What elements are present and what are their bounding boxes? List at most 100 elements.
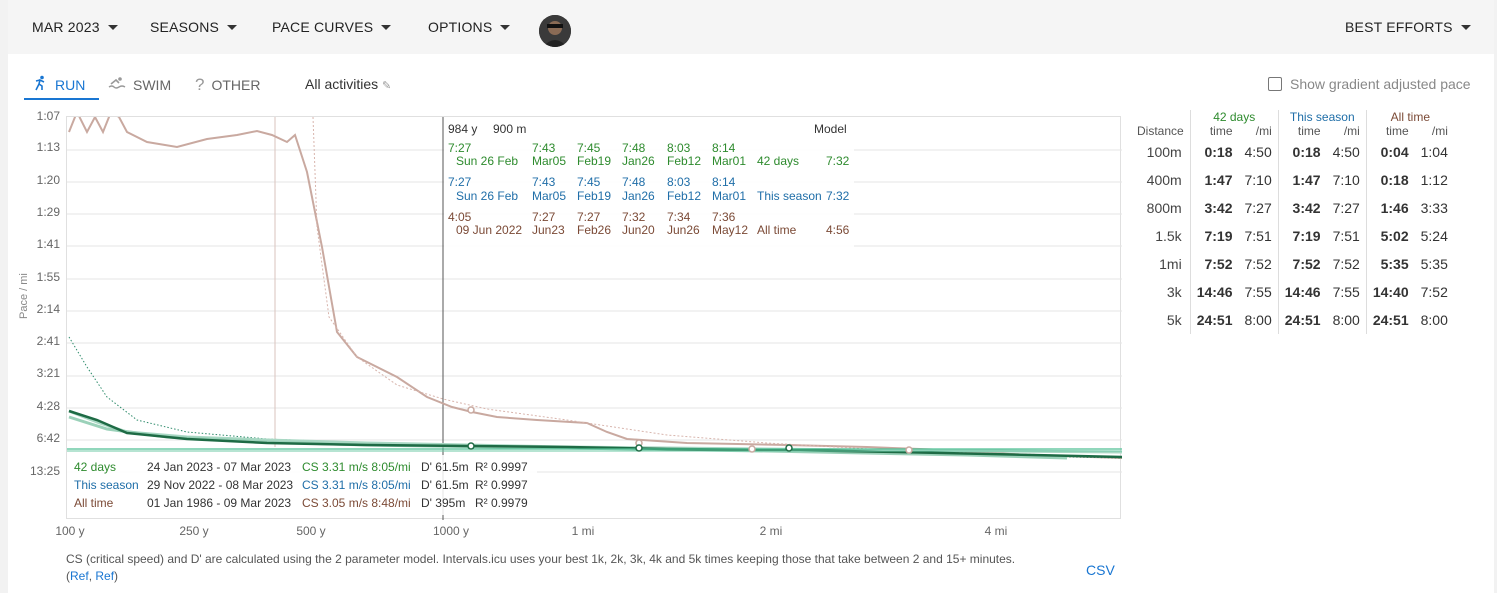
pace-curves-label: PACE CURVES [272,19,374,35]
chevron-down-icon [227,24,238,30]
ref-link-1[interactable]: Ref [70,569,89,583]
chevron-down-icon [381,24,392,30]
tooltip-model: 4:56 [826,223,850,237]
cursor-distance-y: 984 y [448,122,478,136]
tooltip-best: 7:27 [448,141,472,155]
distance-cell: 800m [1146,200,1182,216]
time-cell: 0:18 [1365,166,1415,194]
table-row[interactable]: 3k 14:46 7:55 14:46 7:55 14:40 7:52 [1131,278,1454,306]
distance-cell: 100m [1146,144,1182,160]
y-tick: 1:13 [36,140,60,154]
time-cell: 5:02 [1365,222,1415,250]
tab-swim[interactable]: SWIM [108,70,171,100]
legend-range: 29 Nov 2022 - 08 Mar 2023 [147,478,294,492]
tooltip-date: Jan26 [622,189,655,203]
tab-run[interactable]: RUN [32,70,85,100]
42-days-curve [68,409,1123,459]
pace-cell: 7:27 [1244,200,1272,216]
pace-cell: 4:50 [1244,144,1272,160]
tab-other-label: OTHER [211,77,261,93]
swim-icon [108,75,126,95]
seasons-menu[interactable]: SEASONS [150,0,238,54]
time-cell: 1:46 [1365,194,1415,222]
tooltip-best: 7:27 [448,175,472,189]
legend-bg [67,455,537,515]
month-menu[interactable]: MAR 2023 [32,0,118,54]
table-row[interactable]: 5k 24:51 8:00 24:51 8:00 24:51 8:00 [1131,306,1454,334]
pace-cell: 7:10 [1332,172,1360,188]
distance-cell: 400m [1146,172,1182,188]
pace-curve-svg[interactable] [67,109,1123,520]
avatar[interactable] [539,15,571,47]
tooltip-best-date: Sun 26 Feb [456,154,519,168]
pace-cell: 7:52 [1420,284,1448,300]
csv-download-link[interactable]: CSV [1086,562,1115,578]
time-cell: 7:19 [1189,222,1239,250]
table-row[interactable]: 100m 0:18 4:50 0:18 4:50 0:04 1:04 [1131,138,1454,166]
activity-filter[interactable]: All activities ✎ [305,76,391,92]
pace-curves-menu[interactable]: PACE CURVES [272,0,392,54]
gap-checkbox-label: Show gradient adjusted pace [1290,76,1471,92]
time-cell: 14:40 [1365,278,1415,306]
y-tick: 1:07 [36,109,60,123]
legend-cs: CS 3.05 m/s 8:48/mi [302,496,411,510]
y-tick: 1:41 [36,237,60,251]
tooltip-date: May12 [712,223,749,237]
activity-filter-label: All activities [305,76,379,92]
tooltip-date: Mar01 [712,189,747,203]
pace-cell: 7:51 [1244,228,1272,244]
user-avatar-icon [539,15,571,47]
all-time-model [312,116,1123,458]
time-cell: 14:46 [1189,278,1239,306]
tab-run-label: RUN [55,77,86,93]
tab-other[interactable]: ? OTHER [195,70,260,100]
pace-cell: 8:00 [1420,312,1448,328]
tooltip-value: 7:45 [577,141,601,155]
table-row[interactable]: 400m 1:47 7:10 1:47 7:10 0:18 1:12 [1131,166,1454,194]
faint-series [68,409,1123,454]
options-label: OPTIONS [428,19,493,35]
gap-checkbox[interactable] [1268,77,1282,91]
tooltip-value: 7:27 [532,210,556,224]
tooltip-date: Feb12 [667,154,702,168]
gradient-adjusted-toggle[interactable]: Show gradient adjusted pace [1268,76,1471,92]
time-header: time [1277,124,1327,138]
legend-cs: CS 3.31 m/s 8:05/mi [302,460,411,474]
time-cell: 14:46 [1277,278,1327,306]
chevron-down-icon [500,24,511,30]
cursor-distance-m: 900 m [493,122,527,136]
x-tick: 2 mi [759,524,783,538]
time-cell: 3:42 [1189,194,1239,222]
best-efforts-label: BEST EFFORTS [1345,19,1453,35]
best-efforts-table: 42 days This season All time Distance ti… [1131,110,1454,334]
tooltip-value: 8:03 [667,141,691,155]
footer-close: ) [114,569,119,583]
tooltip-date: Mar05 [532,189,567,203]
tooltip-bg [444,119,854,247]
pace-cell: 8:00 [1332,312,1360,328]
options-menu[interactable]: OPTIONS [428,0,511,54]
tooltip-date: Jan26 [622,154,655,168]
legend-series: All time [74,496,114,510]
time-cell: 24:51 [1189,306,1239,334]
legend-r2: R² 0.9979 [475,496,528,510]
x-tick: 1000 y [432,524,470,538]
table-row[interactable]: 800m 3:42 7:27 3:42 7:27 1:46 3:33 [1131,194,1454,222]
y-tick: 6:42 [36,431,60,445]
ref-link-2[interactable]: Ref [95,569,115,583]
model-explanation: CS (critical speed) and D' are calculate… [66,551,1041,585]
tooltip-date: Jun26 [667,223,700,237]
pace-curve-chart[interactable] [66,109,1123,520]
time-cell: 24:51 [1365,306,1415,334]
table-row[interactable]: 1mi 7:52 7:52 7:52 7:52 5:35 5:35 [1131,250,1454,278]
y-tick: 1:20 [36,173,60,187]
tooltip-date: Mar05 [532,154,567,168]
table-row[interactable]: 1.5k 7:19 7:51 7:19 7:51 5:02 5:24 [1131,222,1454,250]
legend-series: This season [74,478,139,492]
legend-dprime: D' 61.5m [421,478,469,492]
distance-cell: 3k [1166,284,1182,300]
best-efforts-menu[interactable]: BEST EFFORTS [1345,0,1471,54]
tooltip-date: Mar01 [712,154,747,168]
tooltip-value: 7:45 [577,175,601,189]
tooltip-value: 7:43 [532,175,556,189]
